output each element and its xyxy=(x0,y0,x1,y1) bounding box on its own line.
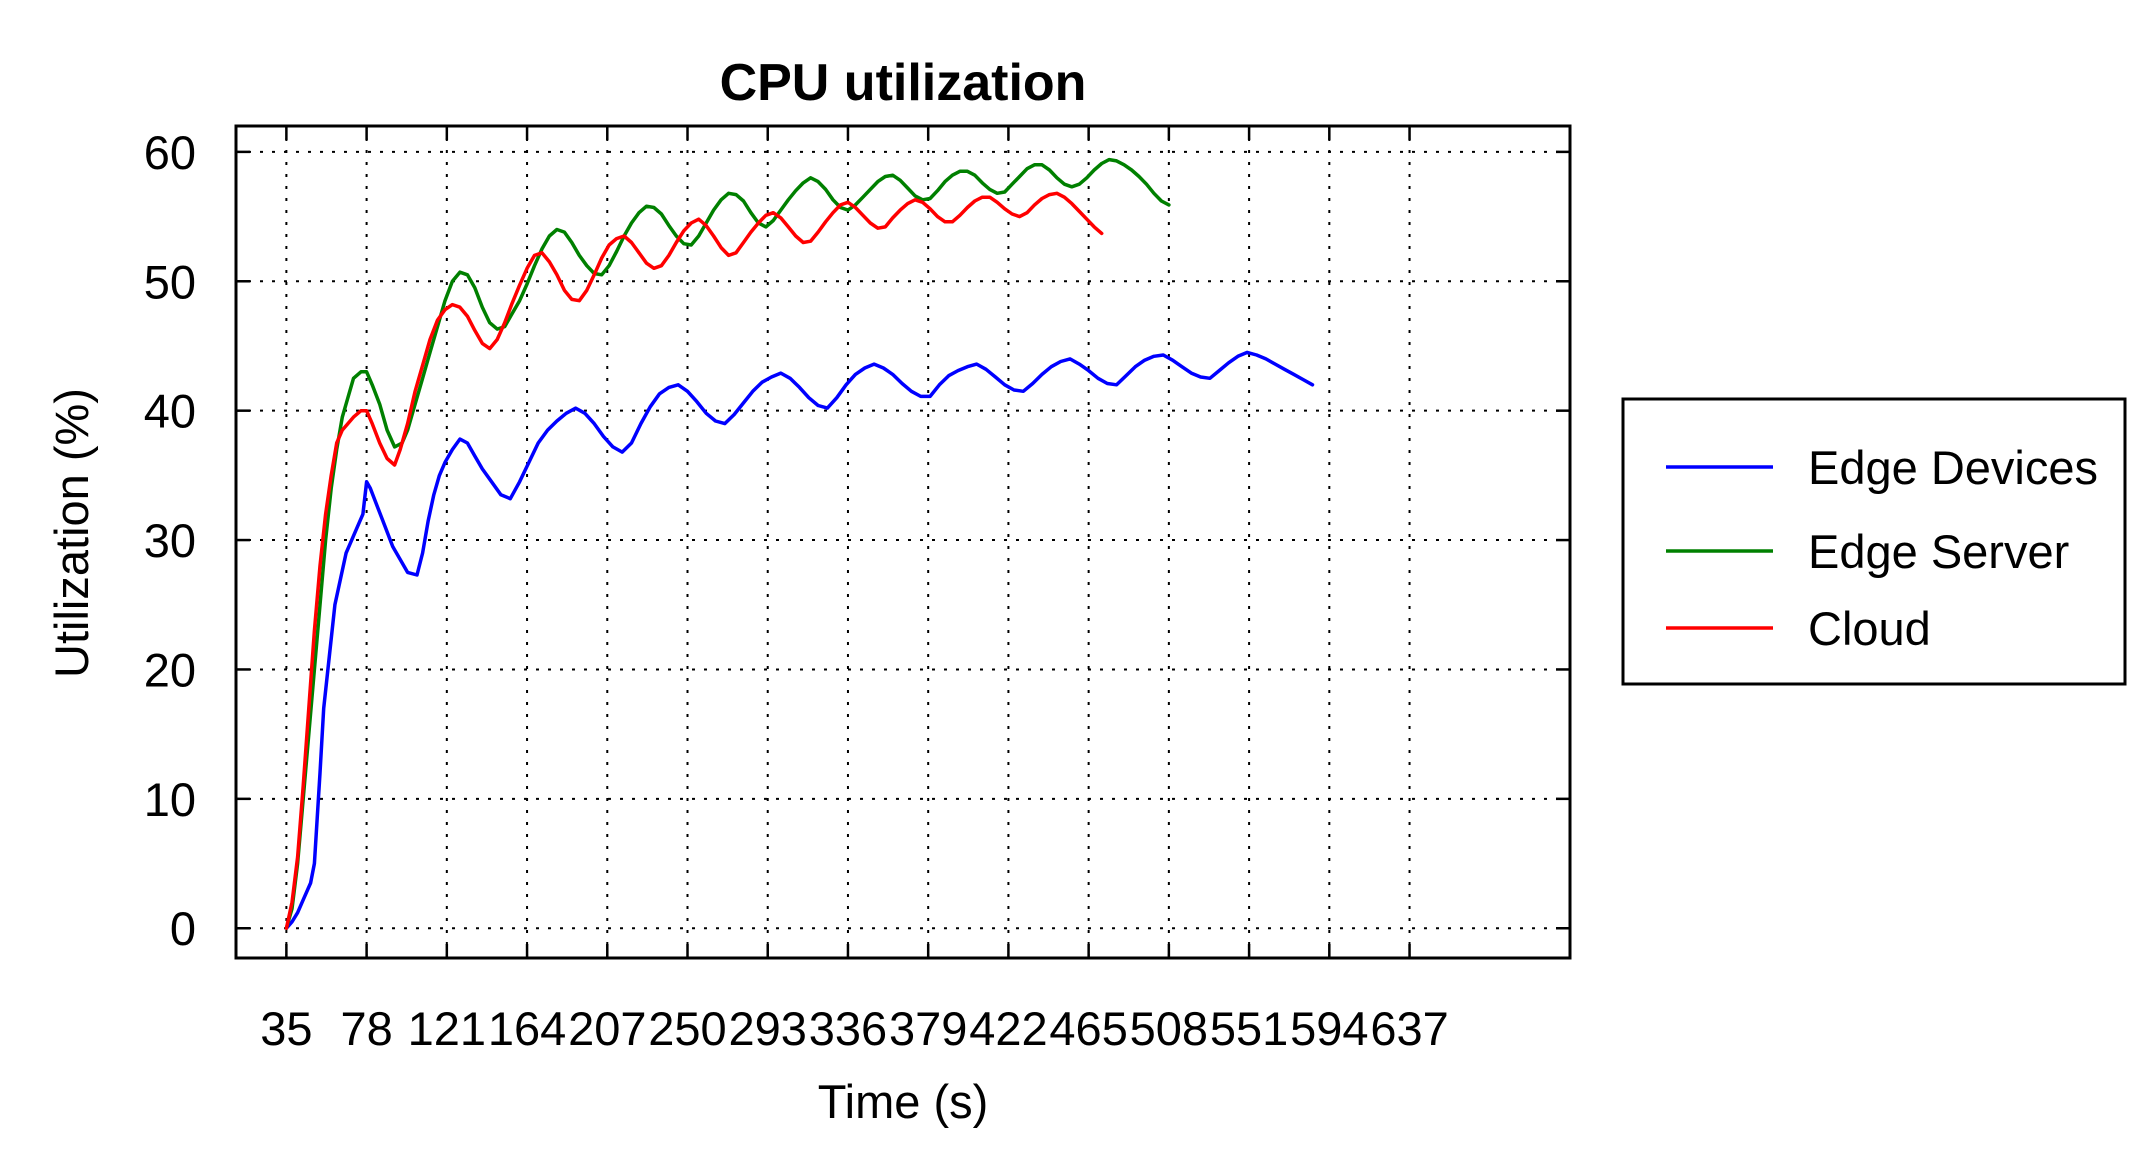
tick-marks xyxy=(236,126,1570,958)
x-tick-label: 207 xyxy=(568,1002,646,1055)
legend: Edge Devices Edge Server Cloud xyxy=(1621,397,2127,686)
y-tick-label: 20 xyxy=(144,643,196,696)
x-tick-label: 121 xyxy=(408,1002,486,1055)
x-tick-label: 465 xyxy=(1049,1002,1127,1055)
y-tick-label: 60 xyxy=(144,126,196,179)
x-tick-label: 35 xyxy=(260,1002,312,1055)
x-tick-label: 336 xyxy=(809,1002,887,1055)
legend-label: Edge Server xyxy=(1808,525,2069,578)
x-tick-label: 637 xyxy=(1370,1002,1448,1055)
x-tick-label: 293 xyxy=(729,1002,807,1055)
y-tick-label: 10 xyxy=(144,773,196,826)
grid xyxy=(236,126,1570,958)
x-axis-label: Time (s) xyxy=(818,1075,989,1128)
legend-item-edge-server: Edge Server xyxy=(1666,525,2069,578)
legend-label: Edge Devices xyxy=(1808,441,2098,494)
x-tick-label: 250 xyxy=(648,1002,726,1055)
series-line-edge-devices xyxy=(284,350,1315,930)
y-tick-label: 50 xyxy=(144,255,196,308)
y-tick-label: 30 xyxy=(144,514,196,567)
y-tick-label: 0 xyxy=(170,902,196,955)
y-axis-label: Utilization (%) xyxy=(45,388,98,678)
legend-label: Cloud xyxy=(1808,602,1931,655)
x-tick-label: 551 xyxy=(1210,1002,1288,1055)
x-tick-label: 422 xyxy=(969,1002,1047,1055)
x-tick-label: 164 xyxy=(488,1002,566,1055)
legend-box xyxy=(1621,397,2127,686)
chart-title: CPU utilization xyxy=(720,54,1087,112)
series-lines xyxy=(284,157,1315,930)
legend-item-cloud: Cloud xyxy=(1666,602,1931,655)
plot-frame xyxy=(234,124,1572,960)
x-tick-label: 594 xyxy=(1290,1002,1368,1055)
y-tick-labels: 0 10 20 30 40 50 60 xyxy=(144,126,196,955)
x-tick-label: 379 xyxy=(889,1002,967,1055)
legend-entries: Edge Devices Edge Server Cloud xyxy=(1666,441,2098,655)
series-line-edge-server xyxy=(284,157,1171,930)
x-tick-label: 78 xyxy=(340,1002,392,1055)
x-tick-label: 508 xyxy=(1130,1002,1208,1055)
x-tick-labels: 35 78 121 164 207 250 293 336 379 422 465 508 551 594… xyxy=(260,1002,1449,1055)
series-line-cloud xyxy=(284,191,1104,930)
y-tick-label: 40 xyxy=(144,385,196,438)
legend-item-edge-devices: Edge Devices xyxy=(1666,441,2098,494)
